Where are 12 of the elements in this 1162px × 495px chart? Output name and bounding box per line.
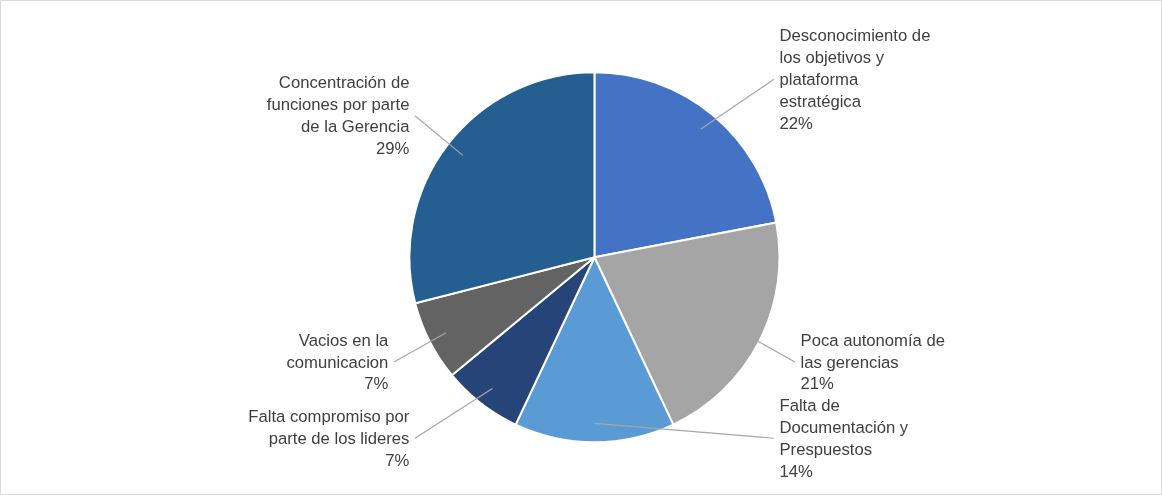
- slice-label: Falta de Documentación y Prespuestos: [779, 395, 909, 459]
- data-label: 22%: [779, 113, 814, 133]
- slice-label: Vacios en la comunicacion: [286, 330, 390, 372]
- slice-label: Falta compromiso por parte de los lideres: [248, 406, 410, 448]
- data-label: 14%: [779, 461, 814, 481]
- slice-label: Concentración de funciones por parte de la Gerencia: [266, 73, 411, 137]
- data-label: 21%: [800, 374, 835, 394]
- slice-label: Desconocimiento de los objetivos y plataforma estratégica: [779, 26, 931, 111]
- data-label: 7%: [385, 450, 410, 470]
- slice-label: Poca autonomía de las gerencias: [800, 330, 945, 372]
- data-label: 29%: [376, 139, 410, 158]
- data-label: 7%: [364, 374, 389, 394]
